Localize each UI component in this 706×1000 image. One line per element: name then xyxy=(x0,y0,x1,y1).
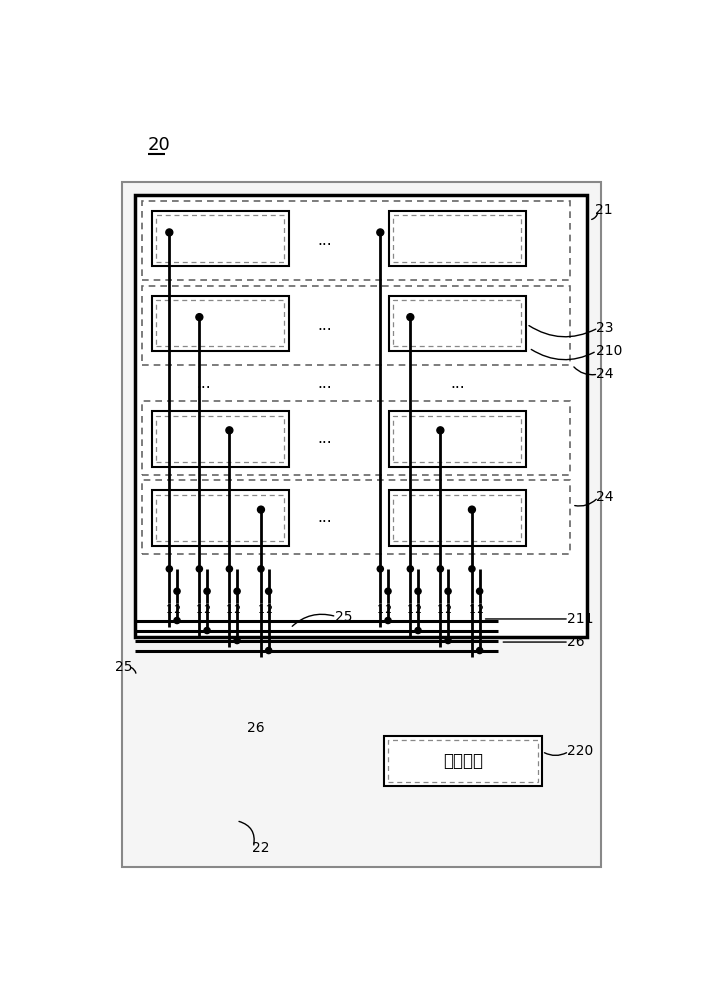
Text: 2: 2 xyxy=(414,605,421,615)
Bar xyxy=(152,211,289,266)
Bar xyxy=(143,286,570,365)
Text: 26: 26 xyxy=(568,635,585,649)
Circle shape xyxy=(377,566,383,572)
Circle shape xyxy=(469,566,475,572)
Text: ...: ... xyxy=(318,318,333,333)
Circle shape xyxy=(477,647,483,654)
Circle shape xyxy=(415,588,421,594)
Circle shape xyxy=(407,314,414,321)
Circle shape xyxy=(174,588,180,594)
Circle shape xyxy=(227,566,232,572)
Bar xyxy=(389,411,526,466)
Circle shape xyxy=(196,566,203,572)
Text: 25: 25 xyxy=(335,610,352,624)
Circle shape xyxy=(234,637,240,644)
Text: 1: 1 xyxy=(377,605,384,615)
Text: ...: ... xyxy=(450,376,465,391)
Circle shape xyxy=(234,588,240,594)
Bar xyxy=(393,215,521,262)
Text: 2: 2 xyxy=(174,605,181,615)
Bar xyxy=(156,495,284,541)
Text: 20: 20 xyxy=(148,136,171,154)
Bar xyxy=(143,480,570,554)
Circle shape xyxy=(204,588,210,594)
Circle shape xyxy=(204,627,210,634)
Bar xyxy=(389,490,526,546)
Circle shape xyxy=(265,588,272,594)
Text: 1: 1 xyxy=(407,605,414,615)
Text: ...: ... xyxy=(318,376,333,391)
Bar xyxy=(384,736,542,786)
Text: 2: 2 xyxy=(265,605,273,615)
Circle shape xyxy=(477,588,483,594)
Bar xyxy=(143,201,570,280)
Circle shape xyxy=(196,314,203,321)
Bar xyxy=(393,416,521,462)
Text: 1: 1 xyxy=(196,605,203,615)
Circle shape xyxy=(469,506,475,513)
Bar xyxy=(152,411,289,466)
Circle shape xyxy=(437,427,444,434)
Text: 23: 23 xyxy=(596,321,614,335)
Bar xyxy=(393,495,521,541)
Text: ...: ... xyxy=(197,376,211,391)
Text: 2: 2 xyxy=(445,605,452,615)
Bar xyxy=(156,416,284,462)
Text: 210: 210 xyxy=(596,344,622,358)
Text: 2: 2 xyxy=(234,605,241,615)
Text: 25: 25 xyxy=(114,660,132,674)
Circle shape xyxy=(445,588,451,594)
Text: 21: 21 xyxy=(595,203,613,217)
Bar xyxy=(156,215,284,262)
Text: 1: 1 xyxy=(437,605,444,615)
Bar xyxy=(156,300,284,346)
Circle shape xyxy=(258,566,264,572)
Bar xyxy=(388,740,538,782)
Circle shape xyxy=(166,229,173,236)
Text: 26: 26 xyxy=(247,721,264,735)
Text: ...: ... xyxy=(318,510,333,525)
Bar xyxy=(152,296,289,351)
Bar xyxy=(143,401,570,475)
Text: ...: ... xyxy=(318,233,333,248)
Circle shape xyxy=(437,566,443,572)
Circle shape xyxy=(377,229,384,236)
Text: 211: 211 xyxy=(568,612,594,626)
Circle shape xyxy=(385,617,391,624)
Text: 220: 220 xyxy=(568,744,594,758)
Circle shape xyxy=(258,506,265,513)
Text: 1: 1 xyxy=(469,605,475,615)
Bar xyxy=(389,296,526,351)
Bar xyxy=(389,211,526,266)
Text: 22: 22 xyxy=(252,841,270,855)
Text: 2: 2 xyxy=(203,605,210,615)
Text: 24: 24 xyxy=(596,367,614,381)
Circle shape xyxy=(407,566,414,572)
Text: 2: 2 xyxy=(476,605,483,615)
Text: 1: 1 xyxy=(258,605,265,615)
Bar xyxy=(152,490,289,546)
Circle shape xyxy=(226,427,233,434)
Text: ...: ... xyxy=(318,431,333,446)
Text: 1: 1 xyxy=(166,605,173,615)
Bar xyxy=(122,182,602,867)
Text: 补偿电路: 补偿电路 xyxy=(443,752,483,770)
Bar xyxy=(135,195,587,637)
Circle shape xyxy=(385,588,391,594)
Circle shape xyxy=(415,627,421,634)
Circle shape xyxy=(265,647,272,654)
Circle shape xyxy=(174,617,180,624)
Circle shape xyxy=(166,566,172,572)
Text: 24: 24 xyxy=(596,490,614,504)
Circle shape xyxy=(445,637,451,644)
Text: 2: 2 xyxy=(385,605,392,615)
Bar xyxy=(393,300,521,346)
Text: 1: 1 xyxy=(226,605,233,615)
